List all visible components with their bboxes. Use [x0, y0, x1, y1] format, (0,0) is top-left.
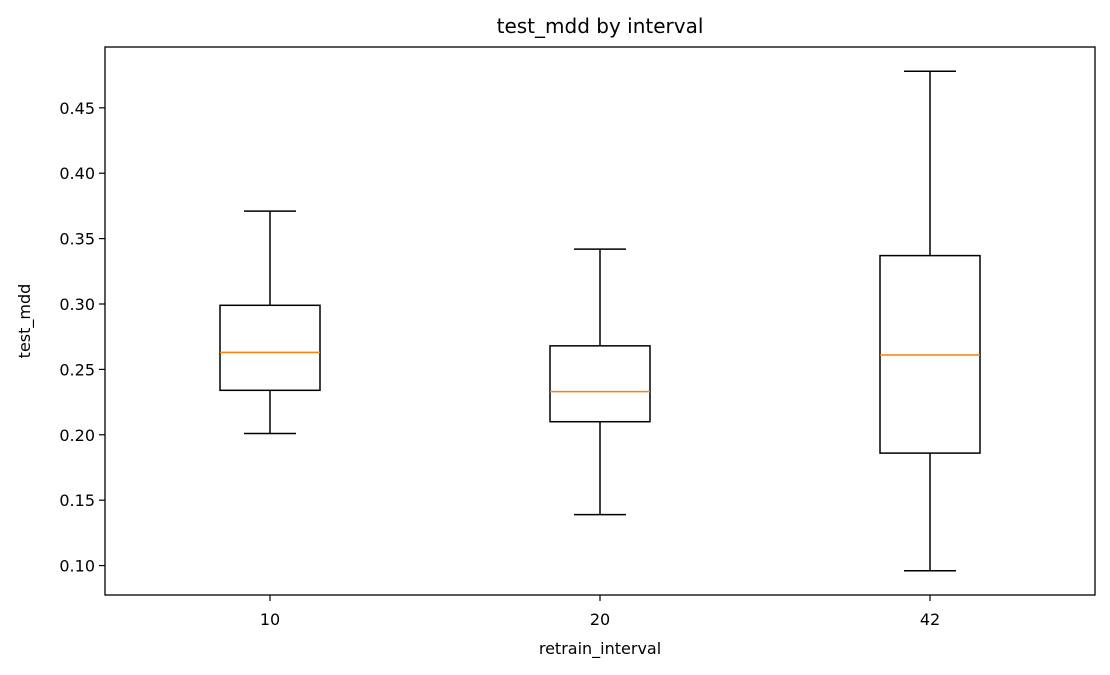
- plot-area: [219, 70, 981, 572]
- y-axis-label: test_mdd: [15, 284, 35, 359]
- y-tick-label: 0.40: [59, 164, 95, 183]
- y-tick-label: 0.15: [59, 491, 95, 510]
- x-axis-label: retrain_interval: [539, 639, 661, 659]
- y-tick-label: 0.30: [59, 295, 95, 314]
- y-axis: 0.10 0.15 0.20 0.25 0.30 0.35 0.40 0.45: [59, 99, 105, 576]
- y-tick-label: 0.35: [59, 230, 95, 249]
- y-tick-label: 0.10: [59, 557, 95, 576]
- x-axis: 10 20 42: [260, 595, 940, 629]
- y-tick-label: 0.25: [59, 360, 95, 379]
- y-tick-label: 0.45: [59, 99, 95, 118]
- chart-title: test_mdd by interval: [497, 14, 704, 38]
- box-iqr: [549, 345, 651, 423]
- y-tick-label: 0.20: [59, 426, 95, 445]
- x-tick-label: 10: [260, 610, 280, 629]
- x-tick-label: 42: [920, 610, 940, 629]
- box-group-42: [879, 70, 981, 572]
- box-group-10: [219, 210, 321, 435]
- x-tick-label: 20: [590, 610, 610, 629]
- box-group-20: [549, 248, 651, 516]
- box-iqr: [219, 304, 321, 392]
